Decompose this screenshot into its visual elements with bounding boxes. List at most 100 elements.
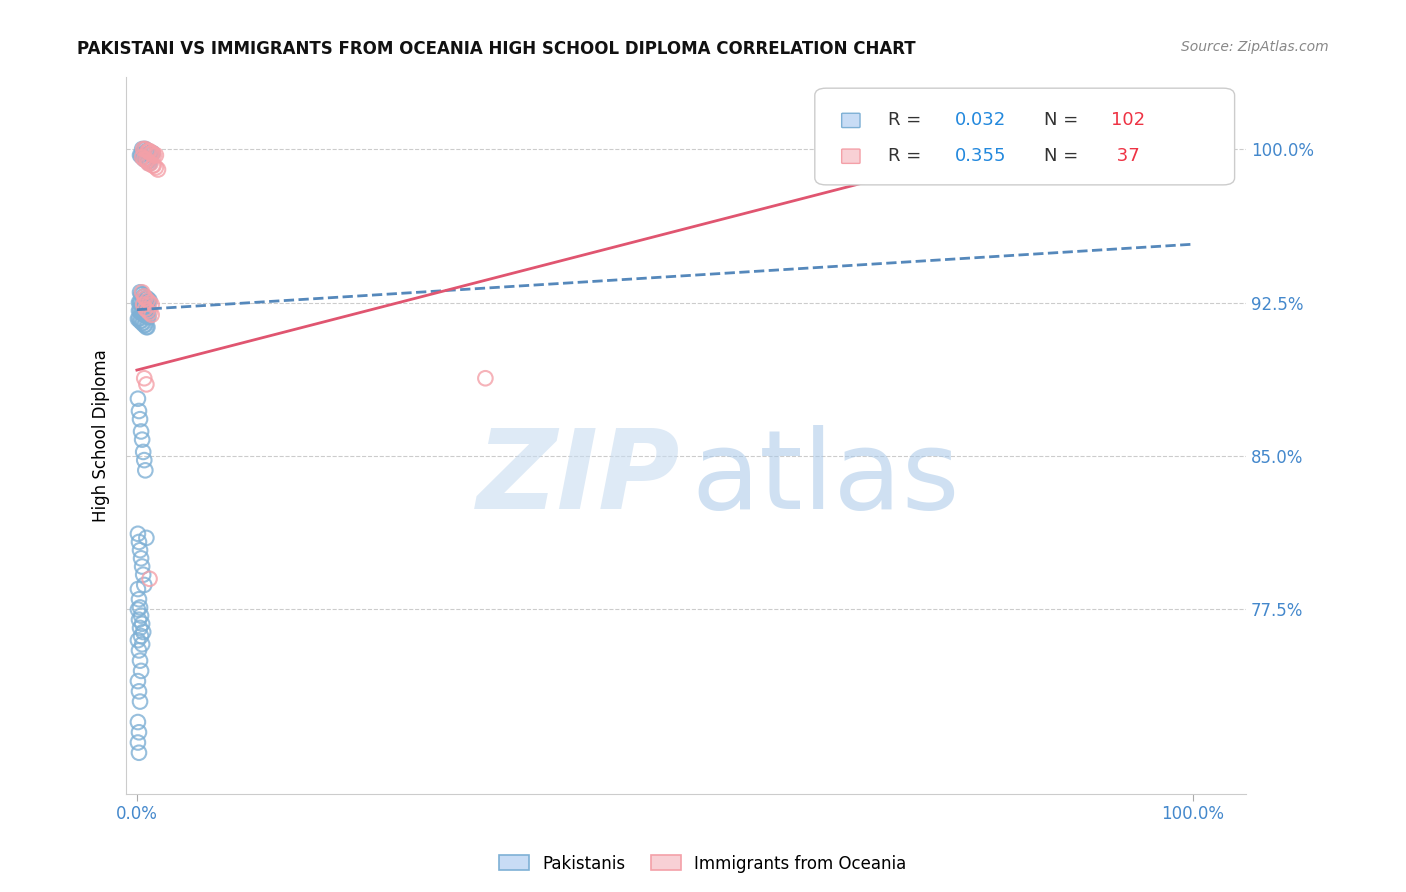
Point <box>138 144 160 158</box>
Point <box>138 293 160 308</box>
Point <box>142 158 165 172</box>
Point <box>128 312 150 326</box>
Point <box>135 320 157 334</box>
Point <box>128 535 150 549</box>
Point <box>134 318 156 332</box>
Point <box>128 613 150 627</box>
Point <box>129 287 152 301</box>
Point <box>865 142 887 156</box>
Point <box>131 297 153 311</box>
Point <box>129 295 152 310</box>
Point <box>129 412 152 426</box>
Point <box>138 156 160 170</box>
Point <box>136 303 159 318</box>
Point <box>127 714 149 729</box>
Point <box>138 154 160 169</box>
Point <box>1129 146 1152 161</box>
Point <box>131 150 153 164</box>
Point <box>141 146 163 161</box>
Text: N =: N = <box>1045 112 1084 129</box>
Point <box>134 463 156 477</box>
Point <box>127 312 149 326</box>
Point <box>129 285 152 300</box>
Point <box>138 295 160 310</box>
Point <box>142 158 165 172</box>
Point <box>134 371 156 385</box>
Point <box>129 303 152 318</box>
Point <box>132 297 155 311</box>
Point <box>138 144 160 158</box>
Point <box>129 543 152 558</box>
Point <box>135 153 157 167</box>
Point <box>127 674 149 689</box>
Point <box>127 602 149 616</box>
Point <box>127 735 149 749</box>
Point <box>128 592 150 607</box>
Point <box>141 146 163 161</box>
FancyBboxPatch shape <box>815 88 1234 185</box>
Point <box>132 306 155 320</box>
Point <box>139 146 162 161</box>
Text: 102: 102 <box>1112 112 1146 129</box>
FancyBboxPatch shape <box>842 113 860 128</box>
Point <box>131 142 153 156</box>
Text: atlas: atlas <box>692 425 960 532</box>
Point <box>127 582 149 596</box>
Point <box>138 156 160 170</box>
Point <box>134 300 156 314</box>
Point <box>138 301 160 316</box>
Text: N =: N = <box>1045 147 1084 165</box>
Point <box>138 306 160 320</box>
Point <box>131 559 153 574</box>
Point <box>135 300 157 314</box>
Point <box>134 301 156 316</box>
Point <box>134 308 156 322</box>
Point <box>134 300 156 314</box>
Point <box>129 306 152 320</box>
Point <box>131 150 153 164</box>
Point <box>132 567 155 582</box>
Point <box>129 629 152 643</box>
Legend: Pakistanis, Immigrants from Oceania: Pakistanis, Immigrants from Oceania <box>494 848 912 880</box>
Point <box>138 572 160 586</box>
Point <box>142 146 165 161</box>
Point <box>129 148 152 162</box>
Point <box>134 153 156 167</box>
Point <box>131 433 153 447</box>
Point <box>129 425 152 439</box>
Point <box>135 144 157 158</box>
Point <box>129 295 152 310</box>
Point <box>132 316 155 330</box>
Point <box>132 142 155 156</box>
Point <box>127 633 149 648</box>
Point <box>129 695 152 709</box>
Point <box>131 287 153 301</box>
Point <box>128 725 150 739</box>
Point <box>134 142 156 156</box>
Text: R =: R = <box>887 112 927 129</box>
Point <box>134 289 156 303</box>
Point <box>129 654 152 668</box>
Point <box>136 320 159 334</box>
Point <box>132 289 155 303</box>
FancyBboxPatch shape <box>842 149 860 163</box>
Point <box>134 153 156 167</box>
Point <box>136 301 159 316</box>
Point <box>127 526 149 541</box>
Text: 0.355: 0.355 <box>955 147 1007 165</box>
Point <box>131 316 153 330</box>
Point <box>134 142 156 156</box>
Point <box>136 154 159 169</box>
Text: R =: R = <box>887 147 927 165</box>
Point <box>136 144 159 158</box>
Point <box>135 308 157 322</box>
Point <box>135 377 157 392</box>
Point <box>134 453 156 467</box>
Point <box>142 146 165 161</box>
Point <box>139 146 162 161</box>
Point <box>138 144 160 158</box>
Point <box>134 292 156 306</box>
Point <box>129 148 152 162</box>
Point <box>135 153 157 167</box>
Point <box>129 621 152 635</box>
